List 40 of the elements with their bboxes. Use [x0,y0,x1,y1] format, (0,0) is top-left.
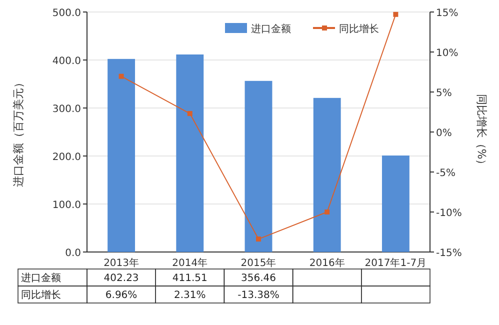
text: 同比增长 [21,290,61,301]
y-axis-title: 进口金额（百万美元） [12,77,25,187]
y2-tick-label: 10% [436,48,458,59]
point [118,74,124,79]
bar [313,98,341,252]
x-tick-label: 2016年 [309,257,345,269]
x-tick-label: 2014年 [172,257,208,269]
x-tick-label: 2013年 [104,257,140,269]
bar [176,54,204,252]
text: 进口金额 [21,273,61,284]
y-tick-label: 300.0 [52,104,81,115]
point [256,236,261,242]
data-label: 356.46 [241,273,276,284]
y-tick-label: 200.0 [52,152,81,163]
x-tick-label: 2017年1-7月 [364,257,427,269]
y-tick-label: 500.0 [52,8,81,19]
y2-tick-label: 5% [436,88,452,99]
legend-label: 同比增长 [339,23,379,35]
data-label: -13.38% [238,290,280,301]
y2-tick-label: 15% [436,8,458,19]
data-label: 2.31% [174,290,206,301]
y2-axis-title: 同比增长（%） [475,94,488,170]
bar [108,58,136,252]
bar [244,80,272,252]
point [187,111,192,116]
data-label: 6.96% [105,290,138,301]
y-tick-label: 400.0 [52,56,81,67]
y-tick-label: 100.0 [52,200,81,211]
point [393,12,398,17]
bar [382,156,410,252]
x-tick-label: 2015年 [240,257,276,269]
y2-tick-label: -5% [436,168,456,179]
y2-tick-label: -15% [436,248,462,259]
y-tick-label: 0.0 [65,248,81,259]
y2-tick-label: -10% [436,208,462,219]
point [324,210,330,214]
data-label: 411.51 [172,273,208,284]
data-label: 402.23 [104,273,139,284]
legend-label: 进口金额 [251,23,291,35]
y2-tick-label: 0% [436,128,452,139]
